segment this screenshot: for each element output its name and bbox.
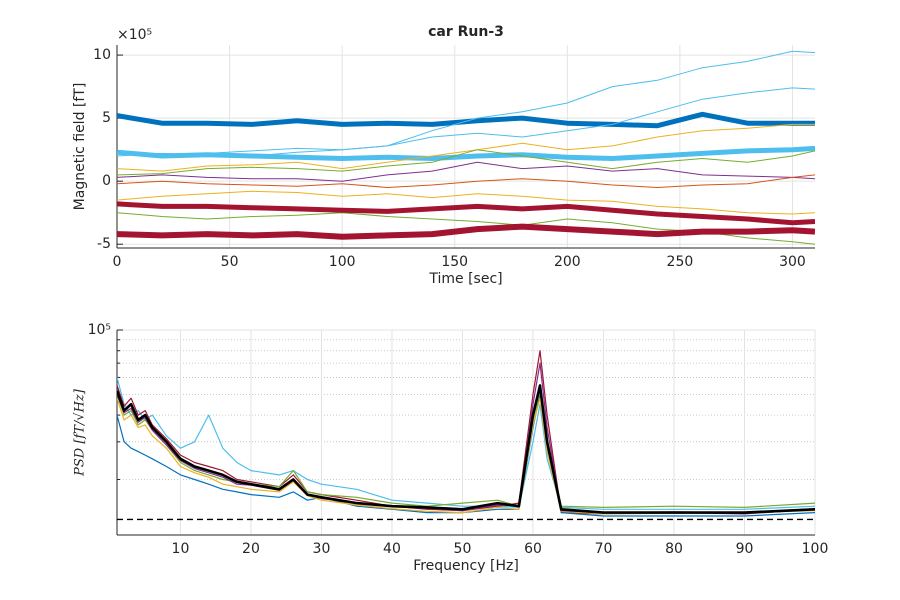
series-line: [117, 50, 815, 157]
series-line: [117, 362, 815, 514]
x-tick-label: 0: [113, 254, 122, 270]
series-line: [117, 201, 815, 226]
x-axis-label: Frequency [Hz]: [413, 558, 519, 574]
x-axis-label: Time [sec]: [428, 271, 502, 287]
y-axis-label: PSD [fT/√Hz]: [73, 388, 88, 477]
chart-title: car Run-3: [428, 24, 504, 40]
series-line: [117, 397, 815, 515]
series-line: [117, 87, 815, 157]
x-tick-label: 100: [802, 541, 829, 557]
series-line: [117, 149, 815, 176]
series-line: [117, 161, 815, 182]
series-line: [117, 145, 815, 161]
x-tick-label: 200: [554, 254, 581, 270]
y-tick-label: 10⁵: [88, 322, 111, 338]
series-line: [117, 174, 815, 188]
x-tick-label: 250: [667, 254, 694, 270]
x-tick-label: 80: [665, 541, 683, 557]
series-line: [117, 223, 815, 240]
series-line: [117, 393, 815, 517]
x-tick-label: 90: [736, 541, 754, 557]
x-tick-label: 300: [779, 254, 806, 270]
x-tick-label: 50: [454, 541, 472, 557]
x-tick-label: 30: [313, 541, 331, 557]
x-tick-label: 70: [595, 541, 613, 557]
plot-area: [117, 50, 815, 245]
y-tick-label: 10: [93, 47, 111, 63]
series-line: [117, 377, 815, 510]
axes: 10 20 30 40 50 60 70 80 90 100 10⁵: [88, 322, 829, 557]
y-tick-label: -5: [97, 236, 111, 252]
y-exponent-label: ×10⁵: [117, 27, 152, 43]
plot-area: [117, 350, 815, 521]
x-tick-label: 150: [441, 254, 468, 270]
x-tick-label: 40: [383, 541, 401, 557]
series-line: [117, 190, 815, 215]
x-tick-label: 60: [524, 541, 542, 557]
series-line: [117, 390, 815, 508]
series-line: [117, 384, 815, 514]
series-line: [117, 111, 815, 129]
y-axis-label: Magnetic field [fT]: [72, 83, 88, 211]
x-tick-label: 10: [172, 541, 190, 557]
x-tick-label: 100: [329, 254, 356, 270]
y-tick-label: 5: [102, 110, 111, 126]
x-tick-label: 20: [242, 541, 260, 557]
x-tick-label: 50: [221, 254, 239, 270]
y-tick-label: 0: [102, 173, 111, 189]
